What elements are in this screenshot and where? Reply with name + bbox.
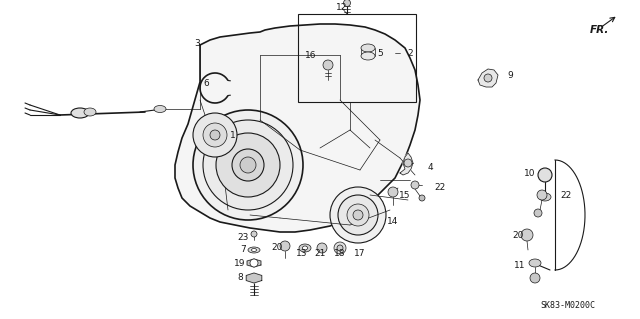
Bar — [298, 14, 416, 102]
Ellipse shape — [252, 249, 257, 251]
Ellipse shape — [84, 108, 96, 116]
Circle shape — [388, 187, 398, 197]
Text: 1: 1 — [230, 130, 236, 139]
Text: 20: 20 — [271, 243, 283, 253]
Text: SK83-M0200C: SK83-M0200C — [541, 301, 595, 310]
Circle shape — [330, 187, 386, 243]
Ellipse shape — [303, 246, 307, 250]
Text: 15: 15 — [399, 190, 411, 199]
Circle shape — [240, 157, 256, 173]
Circle shape — [193, 110, 303, 220]
Polygon shape — [247, 259, 261, 267]
Circle shape — [404, 159, 412, 167]
Text: 13: 13 — [296, 249, 308, 257]
Circle shape — [280, 241, 290, 251]
Ellipse shape — [299, 244, 311, 252]
Ellipse shape — [539, 193, 551, 201]
Ellipse shape — [71, 108, 89, 118]
Polygon shape — [400, 153, 413, 175]
Circle shape — [203, 123, 227, 147]
Text: 14: 14 — [387, 218, 399, 226]
Circle shape — [538, 168, 552, 182]
Circle shape — [250, 259, 258, 267]
Text: 12: 12 — [336, 3, 348, 11]
Circle shape — [203, 120, 293, 210]
Circle shape — [411, 181, 419, 189]
Circle shape — [323, 60, 333, 70]
Polygon shape — [246, 273, 262, 283]
Ellipse shape — [154, 106, 166, 113]
Text: 3: 3 — [194, 40, 200, 48]
Circle shape — [210, 130, 220, 140]
Text: 9: 9 — [507, 70, 513, 79]
Circle shape — [317, 243, 327, 253]
Circle shape — [484, 74, 492, 82]
Polygon shape — [478, 69, 498, 87]
Circle shape — [353, 210, 363, 220]
Text: 5: 5 — [377, 48, 383, 57]
Circle shape — [530, 273, 540, 283]
Ellipse shape — [361, 44, 375, 52]
Circle shape — [193, 113, 237, 157]
Text: 2: 2 — [407, 48, 413, 57]
Text: 4: 4 — [427, 164, 433, 173]
Text: 7: 7 — [240, 246, 246, 255]
Circle shape — [216, 133, 280, 197]
Text: 22: 22 — [435, 183, 445, 192]
Circle shape — [537, 190, 547, 200]
Circle shape — [419, 195, 425, 201]
Circle shape — [251, 231, 257, 237]
Text: 21: 21 — [314, 249, 326, 257]
Text: 6: 6 — [203, 78, 209, 87]
Circle shape — [347, 204, 369, 226]
Text: 17: 17 — [355, 249, 365, 257]
Text: 10: 10 — [524, 168, 536, 177]
Circle shape — [232, 149, 264, 181]
Ellipse shape — [529, 259, 541, 267]
Circle shape — [338, 195, 378, 235]
Circle shape — [521, 229, 533, 241]
Text: 22: 22 — [560, 190, 572, 199]
Circle shape — [334, 242, 346, 254]
Text: FR.: FR. — [590, 25, 609, 35]
Text: 18: 18 — [334, 249, 346, 257]
Text: 16: 16 — [305, 50, 317, 60]
Polygon shape — [175, 24, 420, 232]
Circle shape — [344, 0, 351, 6]
Ellipse shape — [248, 247, 260, 253]
Text: 23: 23 — [237, 233, 249, 241]
Ellipse shape — [361, 52, 375, 60]
Text: 11: 11 — [515, 261, 525, 270]
Text: 20: 20 — [512, 231, 524, 240]
Circle shape — [534, 209, 542, 217]
Text: 19: 19 — [234, 259, 246, 269]
Circle shape — [337, 245, 343, 251]
Text: 8: 8 — [237, 273, 243, 283]
